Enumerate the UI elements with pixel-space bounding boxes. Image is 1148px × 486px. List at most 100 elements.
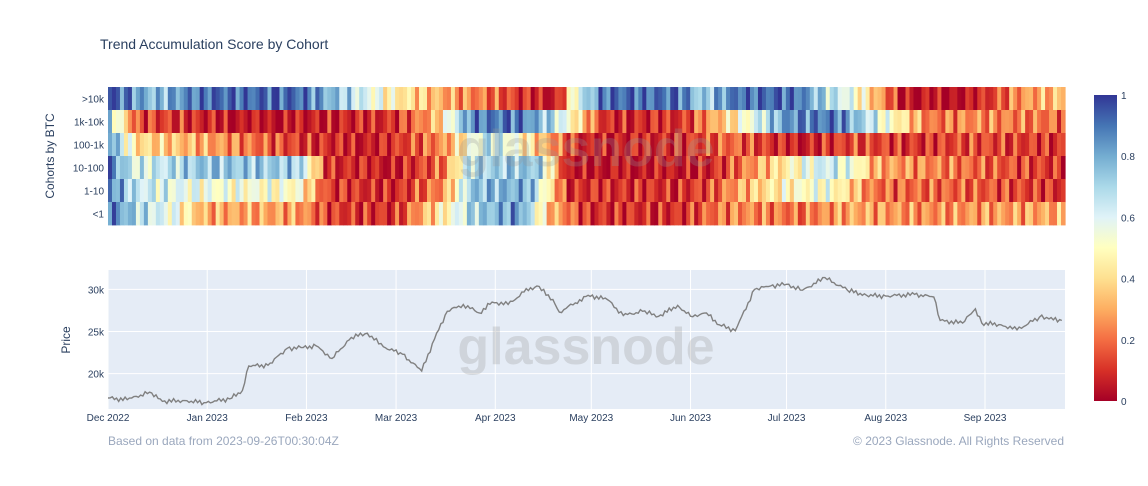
heatmap-cell <box>718 179 723 203</box>
heatmap-cell <box>323 202 328 226</box>
heatmap-cell <box>734 87 739 111</box>
heatmap-cell <box>905 156 911 180</box>
heatmap-cell <box>1053 156 1058 180</box>
heatmap-cell <box>738 87 743 111</box>
heatmap-cell <box>247 202 253 226</box>
heatmap-cell <box>367 156 372 180</box>
heatmap-cell <box>323 87 328 111</box>
heatmap-cell <box>670 179 675 203</box>
heatmap-cell <box>195 179 201 203</box>
heatmap-cell <box>833 202 839 226</box>
heatmap-cell <box>921 87 927 111</box>
heatmap-cell <box>977 179 982 203</box>
heatmap-cell <box>773 156 779 180</box>
heatmap-cell <box>423 87 428 111</box>
heatmap-cell <box>179 179 185 203</box>
heatmap-cell <box>710 133 715 157</box>
heatmap-cell <box>1045 87 1050 111</box>
heatmap-cell <box>482 179 488 203</box>
heatmap-cell <box>997 87 1002 111</box>
heatmap-cell <box>474 202 480 226</box>
heatmap-cell <box>131 179 137 203</box>
heatmap-cell <box>159 179 165 203</box>
heatmap-cell <box>682 156 687 180</box>
heatmap-cell <box>522 133 528 157</box>
heatmap-cell <box>857 133 863 157</box>
heatmap-cell <box>622 179 627 203</box>
heatmap-cell <box>454 202 460 226</box>
heatmap-cell <box>694 156 699 180</box>
heatmap-cell <box>686 202 691 226</box>
heatmap-cell <box>466 156 472 180</box>
heatmap-cell <box>881 133 887 157</box>
heatmap-cell <box>1053 110 1058 134</box>
heatmap-cell <box>925 179 931 203</box>
heatmap-cell <box>147 133 153 157</box>
heatmap-cell <box>654 87 659 111</box>
heatmap-cell <box>901 110 907 134</box>
heatmap-cell <box>626 133 631 157</box>
heatmap-cell <box>650 202 655 226</box>
heatmap-cell <box>442 156 448 180</box>
heatmap-cell <box>1013 179 1018 203</box>
heatmap-cell <box>303 202 308 226</box>
heatmap-cell <box>658 133 663 157</box>
heatmap-cell <box>742 179 747 203</box>
heatmap-cell <box>530 156 536 180</box>
heatmap-cell <box>371 87 376 111</box>
x-tick-label: Sep 2023 <box>964 413 1007 424</box>
heatmap-cell <box>430 133 436 157</box>
heatmap-cell <box>654 133 659 157</box>
heatmap-cell <box>219 179 225 203</box>
heatmap-cell <box>427 133 432 157</box>
heatmap-cell <box>295 133 300 157</box>
heatmap-cell <box>259 156 265 180</box>
heatmap-cell <box>726 179 731 203</box>
heatmap-cell <box>965 156 970 180</box>
colorbar-tick-label: 0.4 <box>1121 275 1135 286</box>
heatmap-cell <box>893 156 899 180</box>
heatmap-cell <box>155 179 161 203</box>
heatmap-cell <box>474 110 480 134</box>
heatmap-cell <box>797 156 803 180</box>
heatmap-cell <box>283 133 289 157</box>
heatmap-cell <box>1033 202 1038 226</box>
heatmap-cell <box>171 133 177 157</box>
heatmap-cell <box>466 87 472 111</box>
heatmap-cell <box>407 156 412 180</box>
heatmap-cell <box>554 179 560 203</box>
heatmap-cell <box>845 110 851 134</box>
heatmap-cell <box>510 133 516 157</box>
heatmap-cell <box>155 133 161 157</box>
heatmap-cell <box>191 87 197 111</box>
heatmap-cell <box>546 133 552 157</box>
heatmap-cell <box>163 156 169 180</box>
heatmap-cell <box>478 87 484 111</box>
heatmap-cell <box>769 133 775 157</box>
heatmap-cell <box>841 87 847 111</box>
heatmap-cell <box>387 133 392 157</box>
heatmap-cell <box>1025 133 1030 157</box>
heatmap-cell <box>742 202 747 226</box>
heatmap-cell <box>1061 179 1066 203</box>
heatmap-cell <box>303 133 308 157</box>
heatmap-cell <box>753 202 759 226</box>
heatmap-cell <box>223 133 229 157</box>
heatmap-cell <box>303 156 308 180</box>
heatmap-cell <box>905 133 911 157</box>
heatmap-cell <box>474 179 480 203</box>
heatmap-cell <box>985 133 990 157</box>
heatmap-cell <box>869 156 875 180</box>
heatmap-cell <box>191 110 197 134</box>
heatmap-cell <box>343 156 348 180</box>
heatmap-cell <box>845 179 851 203</box>
heatmap-cell <box>726 87 731 111</box>
heatmap-cell <box>251 179 257 203</box>
heatmap-cell <box>722 179 727 203</box>
heatmap-cell <box>135 156 141 180</box>
heatmap-cell <box>315 133 320 157</box>
heatmap-cell <box>1021 110 1026 134</box>
heatmap-cell <box>1017 179 1022 203</box>
heatmap-cell <box>123 133 129 157</box>
heatmap-cell <box>602 156 608 180</box>
